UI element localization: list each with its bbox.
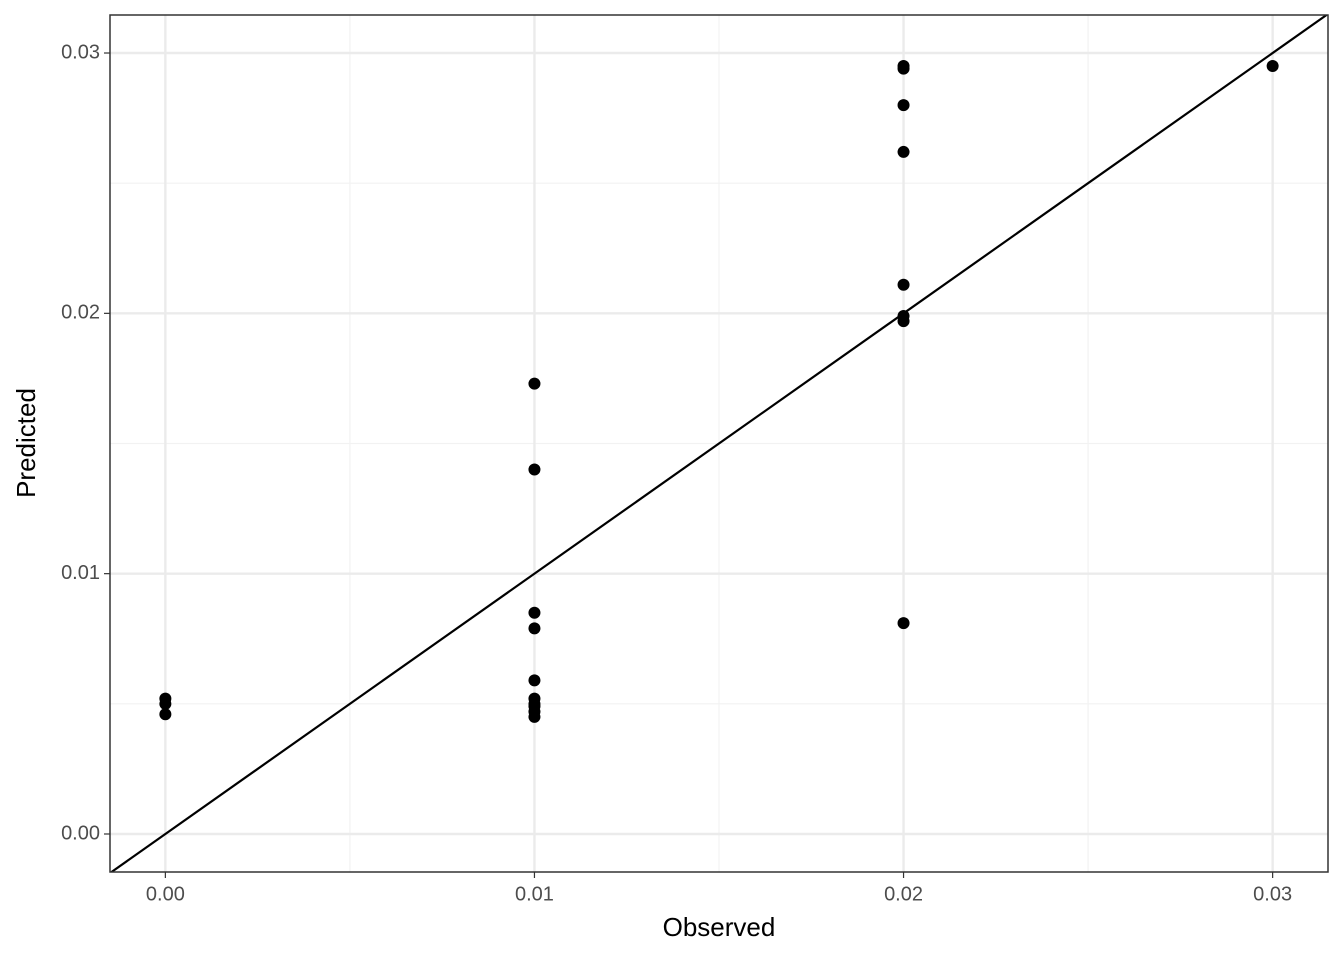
panel-border bbox=[109, 14, 1329, 873]
point bbox=[528, 463, 541, 476]
y-tick-label: 0.02 bbox=[61, 302, 100, 324]
x-axis-title: Observed bbox=[663, 912, 776, 942]
point bbox=[159, 708, 172, 721]
point bbox=[897, 145, 910, 158]
x-tick-label: 0.00 bbox=[146, 883, 185, 905]
point bbox=[528, 622, 541, 635]
x-tick-label: 0.01 bbox=[515, 883, 554, 905]
point bbox=[528, 710, 541, 723]
y-tick-label: 0.00 bbox=[61, 822, 100, 844]
point bbox=[1266, 60, 1279, 73]
identity-line bbox=[110, 15, 1328, 872]
point bbox=[897, 99, 910, 112]
y-tick-label: 0.01 bbox=[61, 562, 100, 584]
point bbox=[159, 697, 172, 710]
point bbox=[528, 377, 541, 390]
x-tick-label: 0.03 bbox=[1253, 883, 1292, 905]
y-axis-title: Predicted bbox=[11, 388, 41, 498]
point bbox=[897, 617, 910, 630]
point bbox=[528, 606, 541, 619]
point bbox=[897, 278, 910, 291]
point bbox=[897, 315, 910, 328]
x-tick-label: 0.02 bbox=[884, 883, 923, 905]
point bbox=[528, 674, 541, 687]
point bbox=[897, 62, 910, 75]
y-tick-label: 0.03 bbox=[61, 41, 100, 63]
